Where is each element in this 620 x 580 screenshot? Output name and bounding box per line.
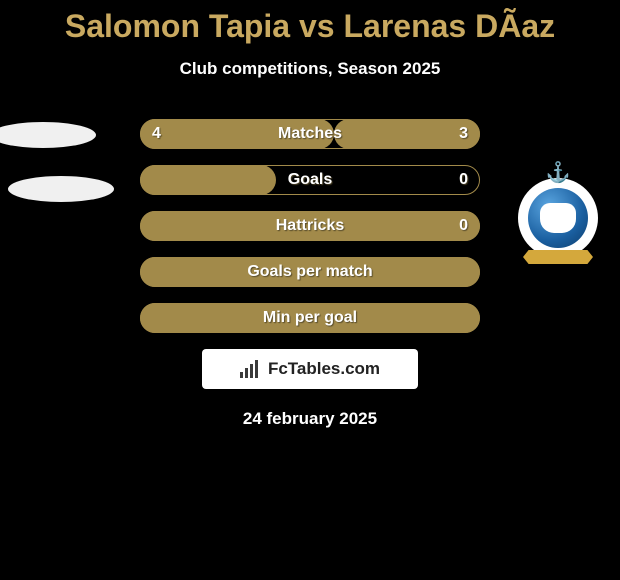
player-right-badge: ⚓: [518, 178, 598, 258]
stat-label: Goals per match: [140, 257, 480, 287]
stat-row: Goals0: [140, 165, 480, 195]
stat-label: Matches: [140, 119, 480, 149]
stat-row: Hattricks0: [140, 211, 480, 241]
avatar-placeholder-oval: [0, 122, 96, 148]
stat-value-left: 4: [152, 119, 161, 149]
footer-date: 24 february 2025: [0, 409, 620, 429]
player-left-avatar: [14, 150, 94, 230]
club-badge: ⚓: [518, 178, 598, 258]
stat-row: Matches4 3: [140, 119, 480, 149]
branding-text: FcTables.com: [268, 359, 380, 379]
club-badge-inner: [528, 188, 588, 248]
branding-box: FcTables.com: [202, 349, 418, 389]
stat-label: Min per goal: [140, 303, 480, 333]
stats-list: Matches43Goals0Hattricks0Goals per match…: [140, 119, 480, 333]
bars-icon: [240, 360, 262, 378]
stat-row: Min per goal: [140, 303, 480, 333]
stat-value-right: 3: [459, 119, 468, 149]
avatar-placeholder-oval: [8, 176, 114, 202]
comparison-title: Salomon Tapia vs Larenas DÃ­az: [0, 8, 620, 45]
stat-value-right: 0: [459, 165, 468, 195]
bear-icon: [540, 203, 576, 233]
stat-row: Goals per match: [140, 257, 480, 287]
stat-label: Hattricks: [140, 211, 480, 241]
anchor-icon: ⚓: [546, 160, 571, 185]
stat-label: Goals: [140, 165, 480, 195]
stat-value-right: 0: [459, 211, 468, 241]
badge-ribbon: [523, 250, 593, 264]
comparison-subtitle: Club competitions, Season 2025: [0, 59, 620, 79]
